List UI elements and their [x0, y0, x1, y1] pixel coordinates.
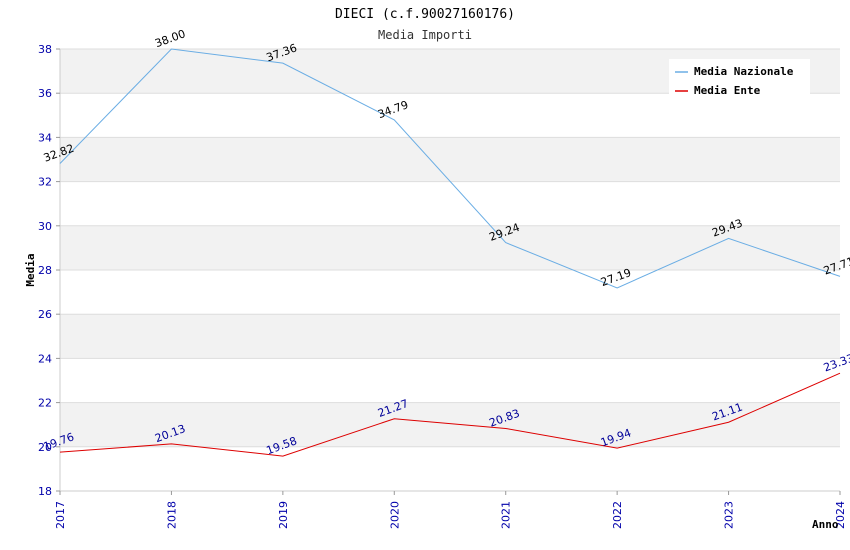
plot-band	[60, 181, 840, 226]
x-tick-label: 2019	[277, 501, 290, 529]
plot-band	[60, 446, 840, 491]
plot-band	[60, 358, 840, 403]
x-axis-ticks: 2017 2018 2019 2020 2021 2022 2023 2024	[54, 491, 847, 529]
x-tick-label: 2024	[834, 501, 847, 529]
plot-band	[60, 270, 840, 315]
x-tick-label: 2020	[388, 501, 401, 529]
legend-label-media-nazionale: Media Nazionale	[694, 65, 794, 78]
series-line-media-ente	[59, 372, 841, 457]
x-axis-label: Anno	[812, 518, 839, 531]
legend-label-media-ente: Media Ente	[694, 84, 761, 97]
x-tick-label: 2023	[723, 501, 736, 529]
x-tick-label: 2022	[611, 501, 624, 529]
y-tick-label: 24	[38, 352, 52, 365]
x-tick-label: 2018	[165, 501, 178, 529]
series-line-media-nazionale	[59, 48, 841, 289]
plot-band	[60, 314, 840, 359]
y-tick-label: 30	[38, 220, 52, 233]
legend-box	[669, 59, 810, 97]
y-tick-label: 34	[38, 131, 52, 144]
y-tick-label: 20	[38, 441, 52, 454]
plot-band	[60, 137, 840, 182]
chart-title: DIECI (c.f.90027160176)	[335, 7, 515, 22]
data-label: 38.00	[153, 27, 187, 50]
y-tick-label: 28	[38, 264, 52, 277]
plot-band	[60, 225, 840, 270]
chart-subtitle: Media Importi	[378, 28, 472, 42]
y-tick-label: 26	[38, 308, 52, 321]
x-tick-label: 2017	[54, 501, 67, 529]
plot-band	[60, 93, 840, 138]
plot-band	[60, 402, 840, 447]
y-tick-label: 38	[38, 43, 52, 56]
plot-background-bands	[60, 49, 840, 491]
series-lines	[59, 48, 841, 457]
y-tick-label: 18	[38, 485, 52, 498]
legend: Media Nazionale Media Ente	[669, 59, 810, 97]
y-tick-label: 32	[38, 176, 52, 189]
x-tick-label: 2021	[500, 501, 513, 529]
y-tick-label: 36	[38, 87, 52, 100]
y-axis-label: Media	[24, 253, 37, 286]
y-tick-label: 22	[38, 397, 52, 410]
y-axis-ticks: 18 20 22 24 26 28 30 32 34 36 38	[38, 43, 60, 498]
